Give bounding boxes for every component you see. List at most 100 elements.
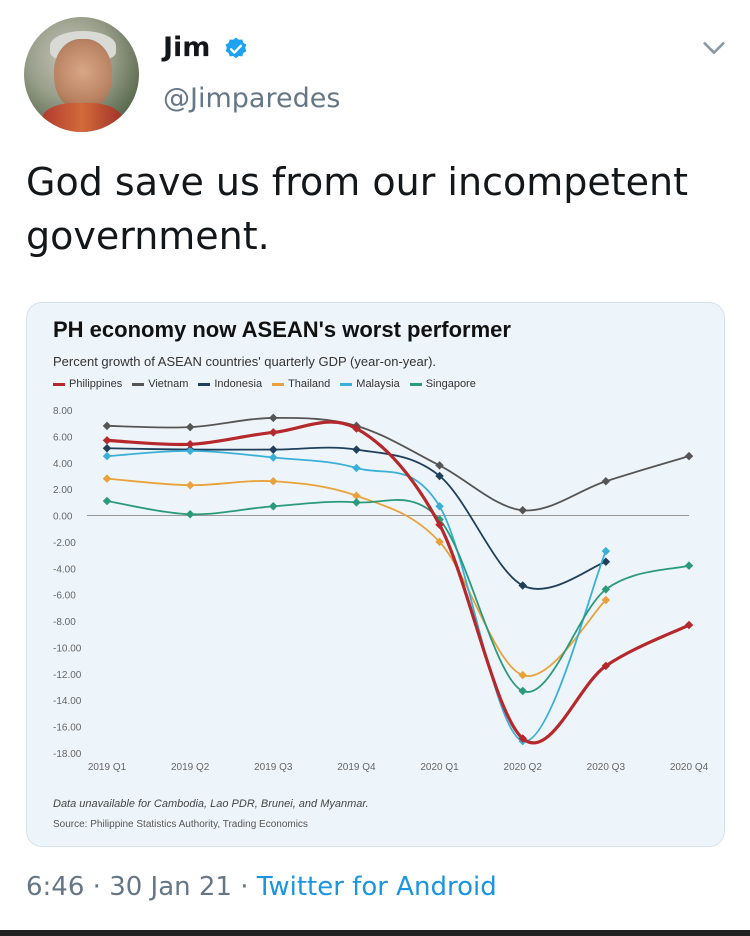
chart-image-card[interactable]: PH economy now ASEAN's worst performer P… xyxy=(26,302,725,847)
data-point-malaysia xyxy=(269,453,278,462)
y-tick-label: -2.00 xyxy=(53,538,76,549)
legend-swatch xyxy=(272,382,285,386)
legend-swatch xyxy=(409,382,422,386)
x-tick-label: 2020 Q1 xyxy=(420,762,459,773)
meta-separator: · xyxy=(240,872,249,902)
data-point-singapore xyxy=(352,498,361,507)
data-point-philippines xyxy=(352,424,361,433)
y-tick-label: 0.00 xyxy=(53,512,73,523)
y-tick-label: 2.00 xyxy=(53,485,73,496)
data-point-indonesia xyxy=(269,445,278,454)
avatar[interactable] xyxy=(24,17,139,132)
legend-swatch xyxy=(53,382,65,386)
x-tick-label: 2019 Q2 xyxy=(171,762,210,773)
chart-note: Data unavailable for Cambodia, Lao PDR, … xyxy=(53,798,369,810)
bottom-divider xyxy=(0,930,750,936)
data-point-singapore xyxy=(684,561,694,570)
chart-subtitle: Percent growth of ASEAN countries' quart… xyxy=(53,354,437,369)
user-handle[interactable]: @Jimparedes xyxy=(163,83,341,114)
display-name[interactable]: Jim xyxy=(163,32,211,63)
avatar-face xyxy=(54,39,112,111)
chart-title: PH economy now ASEAN's worst performer xyxy=(53,317,511,342)
y-tick-label: -18.00 xyxy=(53,749,82,760)
legend-item-singapore: Singapore xyxy=(409,378,476,390)
y-tick-label: 8.00 xyxy=(53,406,73,417)
y-tick-label: -12.00 xyxy=(53,670,82,681)
data-point-singapore xyxy=(102,496,112,506)
y-tick-label: -4.00 xyxy=(53,564,76,575)
data-point-vietnam xyxy=(102,421,112,431)
tweet-time: 6:46 xyxy=(26,872,85,902)
series-line-singapore xyxy=(106,499,690,693)
y-tick-label: -14.00 xyxy=(53,696,82,707)
data-point-singapore xyxy=(601,585,611,594)
legend-item-philippines: Philippines xyxy=(53,378,122,390)
data-point-thailand xyxy=(185,480,195,490)
x-tick-label: 2020 Q4 xyxy=(670,762,709,773)
legend-item-malaysia: Malaysia xyxy=(340,378,400,390)
data-point-thailand xyxy=(435,537,444,547)
data-point-singapore xyxy=(269,502,278,511)
tweet-meta: 6:46 · 30 Jan 21 · Twitter for Android xyxy=(26,872,497,902)
data-point-malaysia xyxy=(435,502,444,511)
data-point-indonesia xyxy=(102,444,112,453)
data-point-thailand xyxy=(518,670,527,680)
chart-legend: Philippines Vietnam Indonesia Thailand Malay… xyxy=(53,378,476,390)
tweet-date: 30 Jan 21 xyxy=(109,872,232,902)
series-line-philippines xyxy=(106,420,690,745)
x-tick-label: 2020 Q2 xyxy=(504,762,543,773)
data-point-thailand xyxy=(269,476,278,486)
data-point-indonesia xyxy=(352,445,361,454)
legend-item-vietnam: Vietnam xyxy=(132,378,188,390)
tweet-text: God save us from our incompetent governm… xyxy=(26,160,688,258)
y-tick-label: -8.00 xyxy=(53,617,76,628)
legend-item-indonesia: Indonesia xyxy=(198,378,262,390)
legend-swatch xyxy=(132,382,145,386)
y-tick-label: 6.00 xyxy=(53,432,73,443)
legend-item-thailand: Thailand xyxy=(272,378,330,390)
series-line-thailand xyxy=(106,477,607,677)
data-point-malaysia xyxy=(102,451,112,461)
data-point-indonesia xyxy=(435,471,444,481)
verified-badge-icon xyxy=(225,37,247,59)
data-point-malaysia xyxy=(185,446,195,456)
data-point-vietnam xyxy=(185,422,195,432)
data-point-thailand xyxy=(352,491,361,500)
data-point-philippines xyxy=(601,661,611,671)
data-point-philippines xyxy=(185,440,195,449)
data-point-philippines xyxy=(102,436,112,445)
legend-label: Malaysia xyxy=(356,378,400,390)
x-tick-label: 2019 Q4 xyxy=(337,762,376,773)
chart-source: Source: Philippine Statistics Authority,… xyxy=(53,819,308,830)
data-point-indonesia xyxy=(518,581,527,590)
y-tick-label: -10.00 xyxy=(53,643,82,654)
gdp-line-chart: 8.00 6.00 4.00 2.00 0.00 -2.00 -4.00 -6.00 -8.00… xyxy=(53,406,709,773)
data-point-thailand xyxy=(102,474,112,483)
data-point-vietnam xyxy=(601,476,611,486)
data-point-malaysia xyxy=(601,546,611,556)
data-point-singapore xyxy=(518,686,527,696)
legend-label: Indonesia xyxy=(214,378,263,390)
x-tick-label: 2019 Q3 xyxy=(254,762,293,773)
legend-swatch xyxy=(340,382,353,386)
y-tick-label: -16.00 xyxy=(53,723,82,734)
chevron-down-icon[interactable] xyxy=(700,34,728,62)
source-app-link[interactable]: Twitter for Android xyxy=(256,872,497,902)
y-tick-label: 4.00 xyxy=(53,459,73,470)
data-point-vietnam xyxy=(269,413,278,423)
data-point-vietnam xyxy=(684,451,694,461)
legend-label: Philippines xyxy=(69,378,123,390)
legend-label: Singapore xyxy=(425,378,476,390)
legend-label: Vietnam xyxy=(148,378,189,390)
legend-label: Thailand xyxy=(288,378,331,390)
data-point-philippines xyxy=(269,428,278,437)
meta-separator: · xyxy=(92,872,101,902)
avatar-scarf xyxy=(42,103,122,132)
x-tick-label: 2019 Q1 xyxy=(88,762,127,773)
data-point-vietnam xyxy=(435,461,444,470)
data-point-singapore xyxy=(185,509,195,519)
data-point-malaysia xyxy=(352,463,361,473)
series-line-malaysia xyxy=(106,449,607,743)
data-point-vietnam xyxy=(518,506,527,515)
series-line-vietnam xyxy=(106,416,690,512)
